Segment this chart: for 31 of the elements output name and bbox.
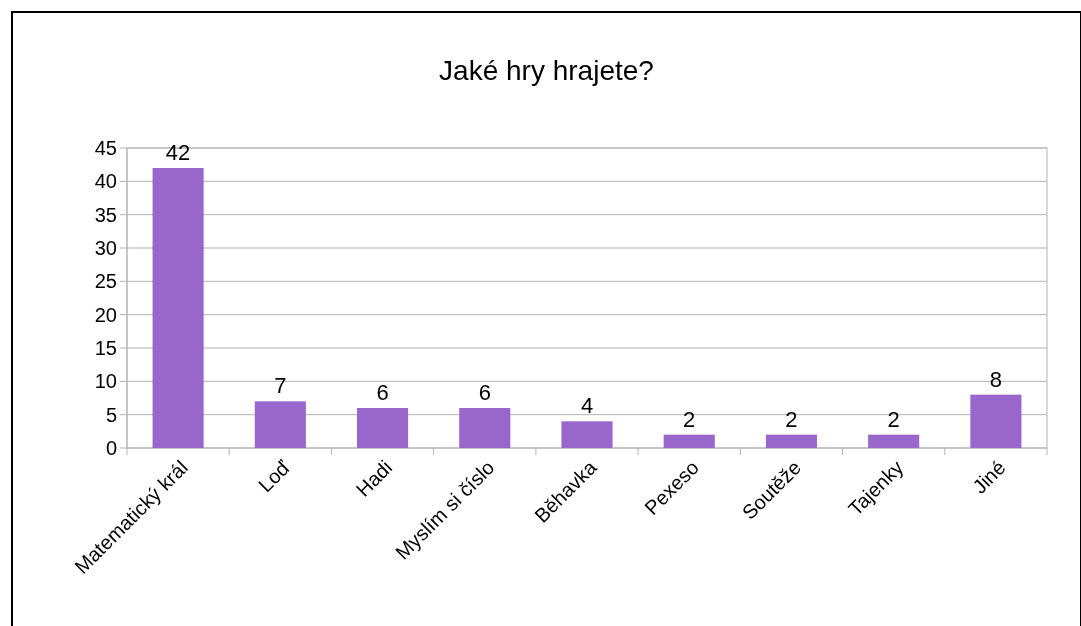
y-tick-label: 45 [94, 137, 117, 159]
bar [254, 401, 306, 448]
bar [152, 168, 204, 448]
data-label: 6 [376, 380, 389, 405]
data-label: 6 [478, 380, 491, 405]
data-label: 42 [165, 140, 191, 165]
bar [357, 408, 409, 448]
bar [663, 434, 715, 448]
y-tick-label: 40 [94, 170, 117, 193]
y-tick-label: 10 [94, 370, 117, 393]
data-label: 8 [989, 366, 1003, 392]
x-tick-label: Jiné [968, 456, 1010, 498]
data-label: 2 [887, 406, 900, 432]
y-tick-label: 35 [94, 203, 117, 226]
bar [561, 421, 613, 448]
data-label: 4 [580, 393, 594, 419]
bar [459, 408, 511, 448]
y-tick-label: 30 [94, 237, 117, 259]
y-tick-label: 15 [94, 337, 117, 359]
y-tick-label: 5 [105, 403, 117, 426]
data-label: 7 [274, 373, 287, 399]
y-tick-label: 0 [105, 437, 117, 459]
bar [970, 394, 1022, 448]
y-tick-label: 20 [94, 303, 117, 326]
y-tick-label: 25 [94, 270, 117, 293]
data-label: 2 [785, 406, 798, 432]
bar [868, 434, 920, 448]
data-label: 2 [683, 406, 696, 432]
chart-title: Jaké hry hrajete? [439, 55, 654, 86]
bar [765, 434, 817, 448]
x-tick-label: Loď [254, 455, 295, 497]
